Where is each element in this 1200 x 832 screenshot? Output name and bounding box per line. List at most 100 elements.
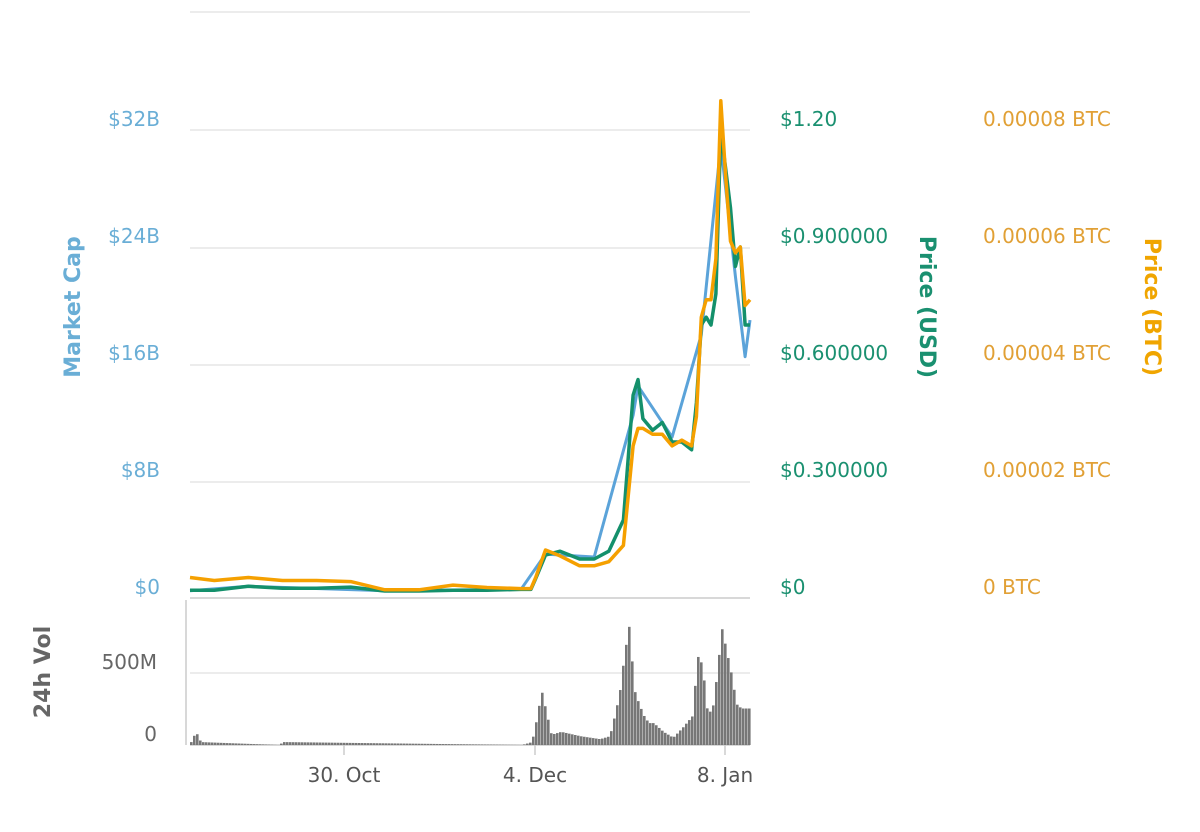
price-btc-tick-label: 0.00006 BTC — [983, 224, 1111, 248]
volume-bar — [232, 743, 235, 745]
volume-bar — [568, 733, 571, 745]
volume-bar — [328, 742, 331, 745]
volume-bar — [451, 744, 454, 745]
volume-bar — [589, 737, 592, 745]
volume-bar — [469, 744, 472, 745]
volume-bar — [538, 705, 541, 745]
volume-bar — [445, 744, 448, 745]
volume-bar — [253, 744, 256, 745]
volume-bar — [724, 643, 727, 745]
volume-bar — [472, 744, 475, 745]
volume-bar — [733, 689, 736, 745]
volume-bar — [715, 682, 718, 745]
volume-bar — [295, 742, 298, 745]
volume-bar — [664, 732, 667, 745]
volume-bar — [586, 737, 589, 745]
volume-bar — [241, 743, 244, 745]
volume-bar — [364, 743, 367, 745]
volume-bar — [478, 744, 481, 745]
volume-bar — [223, 742, 226, 745]
volume-bar — [367, 743, 370, 745]
market-cap-axis-title: Market Cap — [61, 236, 86, 377]
volume-bar — [676, 733, 679, 745]
volume-bar — [565, 732, 568, 745]
price-btc-tick-label: 0 BTC — [983, 575, 1041, 599]
volume-bar — [580, 736, 583, 745]
volume-bar — [625, 644, 628, 745]
volume-bar — [562, 732, 565, 745]
volume-bar — [556, 733, 559, 745]
price-usd-tick-label: $0 — [780, 575, 805, 599]
volume-bar — [235, 743, 238, 745]
market-cap-tick-label: $16B — [108, 341, 160, 365]
volume-bar — [400, 743, 403, 745]
price-btc-axis-title: Price (BTC) — [1139, 238, 1164, 376]
volume-bar — [247, 743, 250, 745]
volume-bar — [742, 708, 745, 745]
volume-bar — [703, 680, 706, 745]
volume-bar — [559, 732, 562, 745]
volume-bar — [529, 742, 532, 745]
volume-bar — [739, 707, 742, 745]
volume-bar — [631, 661, 634, 745]
volume-bar — [319, 742, 322, 745]
label-layer: $0 $8B $16B $24B $32B $0 $0.300000 $0.600000 $0.… — [102, 107, 1111, 787]
price-usd-tick-label: $1.20 — [780, 107, 837, 131]
volume-bar — [316, 742, 319, 745]
volume-bar — [574, 734, 577, 745]
volume-bar — [418, 743, 421, 745]
volume-bar — [598, 739, 601, 745]
volume-bar — [526, 743, 529, 745]
volume-bar — [259, 744, 262, 745]
volume-bar — [658, 727, 661, 745]
volume-bar — [199, 740, 202, 745]
grid-layer — [185, 11, 750, 746]
volume-bar — [220, 742, 223, 745]
volume-bar — [544, 706, 547, 745]
volume-bar — [256, 744, 259, 745]
volume-bar — [634, 692, 637, 745]
volume-bar — [202, 742, 205, 745]
volume-bar — [607, 736, 610, 745]
x-tick-label: 8. Jan — [697, 763, 753, 787]
volume-bar — [454, 744, 457, 745]
volume-bar — [697, 656, 700, 745]
volume-bar — [406, 743, 409, 745]
price-usd-axis-title: Price (USD) — [914, 236, 939, 378]
volume-bar — [661, 730, 664, 745]
volume-bar — [340, 742, 343, 745]
volume-bar — [727, 658, 730, 745]
volume-bar — [286, 742, 289, 745]
volume-bar — [325, 742, 328, 745]
volume-bar — [604, 737, 607, 745]
volume-bar — [601, 738, 604, 745]
volume-bar — [283, 742, 286, 745]
volume-bar — [385, 743, 388, 745]
volume-bar — [700, 662, 703, 745]
volume-bar — [466, 744, 469, 745]
volume-bar — [577, 735, 580, 745]
volume-layer — [190, 626, 751, 745]
x-tick-label: 4. Dec — [503, 763, 567, 787]
volume-bar — [535, 722, 538, 745]
volume-bar — [361, 743, 364, 745]
volume-bar — [226, 743, 229, 745]
volume-bar — [673, 736, 676, 745]
volume-bar — [250, 743, 253, 745]
volume-bar — [370, 743, 373, 745]
volume-bar — [334, 742, 337, 745]
series-layer — [189, 99, 752, 593]
volume-bar — [304, 742, 307, 745]
volume-bar — [217, 742, 220, 745]
volume-bar — [622, 665, 625, 745]
volume-bar — [730, 672, 733, 745]
market-cap-tick-label: $0 — [135, 575, 160, 599]
volume-axis-title: 24h Vol — [31, 626, 56, 718]
price-usd-tick-label: $0.600000 — [780, 341, 888, 365]
volume-bar — [463, 744, 466, 745]
volume-bar — [355, 742, 358, 745]
volume-bar — [553, 733, 556, 745]
volume-bar — [595, 738, 598, 745]
volume-bar — [718, 654, 721, 745]
